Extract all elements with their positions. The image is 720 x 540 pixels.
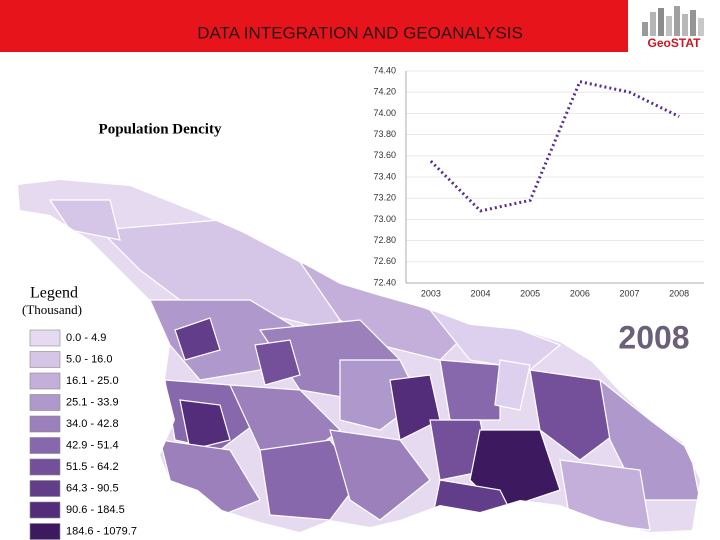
year-label: 2008 <box>618 319 689 355</box>
legend-label: 25.1 - 33.9 <box>66 396 119 408</box>
y-tick-label: 73.60 <box>373 150 396 160</box>
legend-label: 16.1 - 25.0 <box>66 375 119 387</box>
logo: GeoSTAT <box>648 36 702 50</box>
line-chart: 72.40 72.60 72.80 73.00 73.20 73.40 73.60 73.80… <box>373 65 704 298</box>
data-line <box>429 79 680 213</box>
legend-swatch <box>29 437 61 454</box>
x-tick-label: 2005 <box>520 288 540 298</box>
legend-label: 0.0 - 4.9 <box>66 332 106 344</box>
legend-swatch <box>29 458 61 476</box>
legend-swatch <box>29 501 61 519</box>
legend-swatch <box>29 329 61 347</box>
y-tick-label: 74.00 <box>373 108 396 118</box>
header-bar <box>0 0 628 52</box>
legend-label: 184.6 - 1079.7 <box>66 525 137 537</box>
legend-swatch <box>29 415 61 433</box>
y-tick-label: 72.60 <box>373 256 396 266</box>
header-title: DATA INTEGRATION AND GEOANALYSIS <box>197 23 523 42</box>
legend-label: 42.9 - 51.4 <box>66 439 119 451</box>
map-title: Population Dencity <box>99 121 222 137</box>
logo-bars <box>642 6 704 36</box>
y-tick-label: 74.20 <box>373 87 396 97</box>
legend-unit: (Thousand) <box>22 302 82 317</box>
legend-label: 90.6 - 184.5 <box>66 504 125 516</box>
x-tick-label: 2007 <box>619 288 639 298</box>
y-tick-label: 73.00 <box>373 214 396 224</box>
y-tick-label: 73.80 <box>373 129 396 139</box>
legend-label: 34.0 - 42.8 <box>66 418 119 430</box>
y-tick-label: 73.40 <box>373 171 396 181</box>
y-tick-label: 72.40 <box>373 277 396 287</box>
y-tick-label: 74.40 <box>373 65 396 75</box>
legend-swatch <box>29 372 61 390</box>
legend-swatch <box>29 394 61 411</box>
legend-swatch <box>29 480 61 497</box>
legend-swatch <box>29 351 61 368</box>
legend-label: 51.5 - 64.2 <box>66 461 119 473</box>
legend-swatch <box>29 523 61 540</box>
x-tick-label: 2008 <box>669 288 689 298</box>
legend-title: Legend <box>30 285 78 302</box>
y-tick-label: 72.80 <box>373 235 396 245</box>
x-tick-label: 2004 <box>470 288 490 298</box>
legend: 0.0 - 4.9 5.0 - 16.0 16.1 - 25.0 25.1 - 33.… <box>29 329 137 540</box>
x-tick-label: 2006 <box>570 288 590 298</box>
legend-label: 5.0 - 16.0 <box>66 353 112 365</box>
x-tick-label: 2003 <box>421 288 441 298</box>
legend-label: 64.3 - 90.5 <box>66 482 119 494</box>
y-tick-label: 73.20 <box>373 193 396 203</box>
